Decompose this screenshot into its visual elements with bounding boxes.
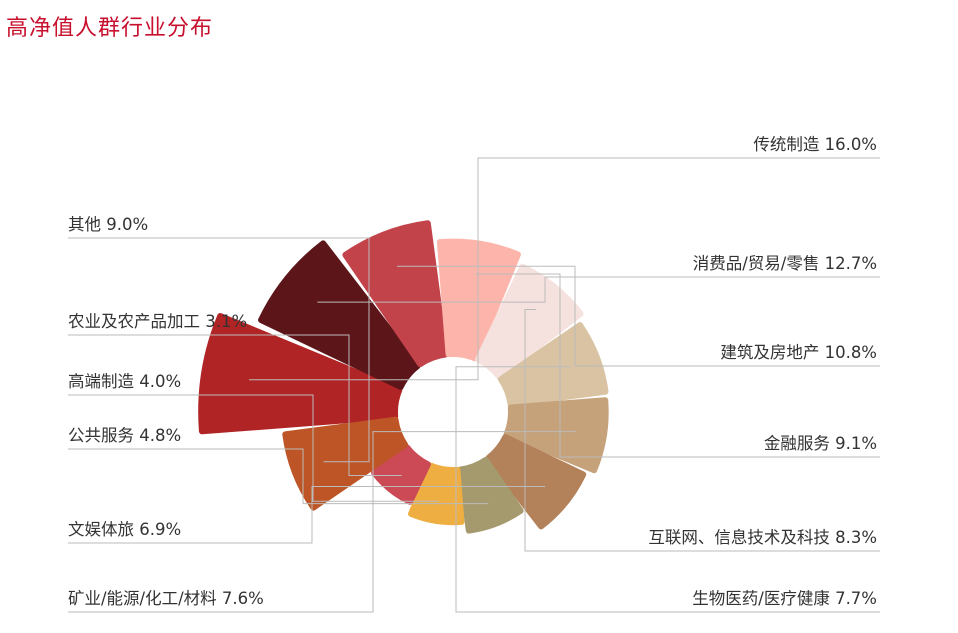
slice-label-12: 其他 9.0% [68,215,148,234]
slice-1[interactable] [198,313,403,435]
slice-5[interactable] [475,263,584,380]
leader-line-8 [68,486,546,544]
slice-label-2: 消费品/贸易/零售 12.7% [693,254,877,273]
slice-6[interactable] [497,322,609,408]
leader-line-10 [68,394,439,502]
slice-label-6: 生物医药/医疗健康 7.7% [692,589,877,608]
leader-line-12 [68,237,370,463]
slice-4[interactable] [436,238,521,362]
leader-line-5 [524,308,880,552]
slice-2[interactable] [258,240,421,390]
slice-12[interactable] [282,416,409,511]
slice-label-4: 金融服务 9.1% [764,434,877,453]
leader-line-9 [68,448,489,505]
slice-label-10: 高端制造 4.0% [68,372,181,391]
chart-title: 高净值人群行业分布 [6,16,214,41]
leader-line-7 [68,431,577,613]
slice-label-9: 公共服务 4.8% [68,426,181,445]
slice-7[interactable] [503,397,609,474]
slice-10[interactable] [408,462,465,526]
slice-label-1: 传统制造 16.0% [753,135,877,154]
slice-label-5: 互联网、信息技术及科技 8.3% [648,528,877,547]
leader-line-11 [68,334,402,476]
leader-line-1 [249,157,880,381]
slice-9[interactable] [457,456,524,534]
slice-label-7: 矿业/能源/化工/材料 7.6% [68,589,264,608]
slice-3[interactable] [342,220,449,368]
leader-line-3 [397,265,880,367]
slice-label-8: 文娱体旅 6.9% [68,520,181,539]
leader-line-6 [455,366,880,613]
leader-line-4 [474,273,880,458]
slice-label-3: 建筑及房地产 10.8% [720,343,877,362]
leader-line-2 [317,276,880,303]
slice-label-11: 农业及农产品加工 3.1% [68,312,247,331]
slice-11[interactable] [371,444,431,505]
slice-8[interactable] [485,434,587,530]
